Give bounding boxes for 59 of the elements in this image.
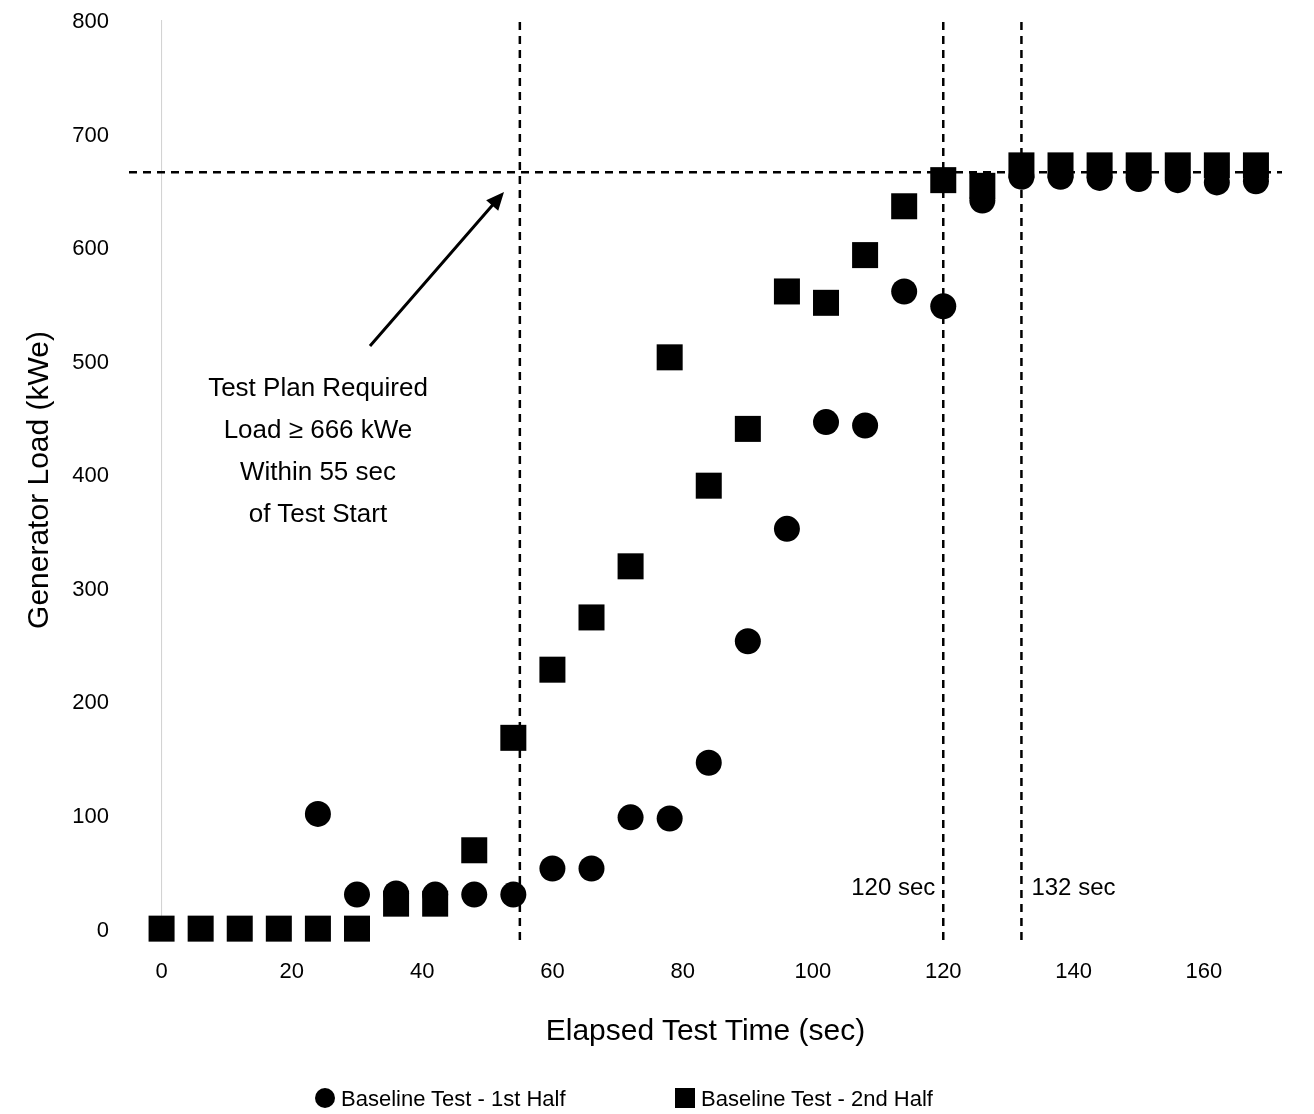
point (461, 881, 488, 908)
point (617, 804, 644, 831)
x-tick-label: 20 (279, 958, 305, 983)
y-tick-label: 400 (72, 462, 109, 488)
point (656, 805, 683, 832)
point (148, 915, 175, 942)
point (500, 881, 527, 908)
point (813, 409, 840, 436)
x-tick-label: 80 (670, 958, 695, 983)
y-tick-label: 100 (72, 803, 109, 829)
x-tick-label: 60 (540, 958, 565, 983)
point (539, 855, 566, 882)
x-tick-label: 140 (1055, 958, 1092, 983)
y-tick-label: 300 (72, 575, 109, 601)
point (304, 800, 331, 827)
ref-line-label: 132 sec (1031, 872, 1116, 900)
point (539, 656, 566, 683)
legend-label: Baseline Test - 1st Half (341, 1086, 567, 1111)
y-axis-title: Generator Load (kWe) (21, 331, 54, 629)
point (656, 344, 683, 371)
point (852, 242, 879, 269)
point (695, 749, 722, 776)
y-tick-label: 700 (72, 121, 109, 147)
point (852, 412, 879, 439)
point (773, 278, 800, 305)
x-tick-label: 160 (1185, 958, 1223, 983)
point (773, 515, 800, 542)
point (304, 915, 331, 942)
point (461, 837, 488, 864)
point (343, 881, 370, 908)
point (343, 915, 370, 942)
y-tick-label: 200 (72, 689, 109, 715)
point (617, 553, 644, 580)
y-tick-label: 500 (72, 348, 109, 374)
point (891, 193, 918, 220)
y-tick-label: 0 (96, 916, 109, 942)
y-tick-label: 800 (72, 8, 109, 33)
point (500, 724, 527, 751)
point (734, 628, 761, 655)
point (930, 293, 957, 320)
point (930, 167, 957, 194)
point (578, 604, 605, 631)
point (578, 855, 605, 882)
point (187, 915, 214, 942)
point (891, 278, 918, 305)
ref-line-label: 120 sec (851, 872, 936, 900)
x-axis-title: Elapsed Test Time (sec) (545, 1013, 866, 1046)
point (813, 289, 840, 316)
x-tick-label: 0 (155, 958, 168, 983)
point (226, 915, 253, 942)
point (265, 915, 292, 942)
annotation: Test Plan Required Load ≥ 666 kWe Within 55 sec of Test Start (208, 372, 428, 528)
x-tick-label: 120 (924, 958, 962, 983)
x-tick-label: 100 (794, 958, 832, 983)
legend-label: Baseline Test - 2nd Half (701, 1086, 934, 1111)
point (734, 415, 761, 442)
x-tick-label: 40 (409, 958, 435, 983)
point (695, 472, 722, 499)
y-tick-label: 600 (72, 235, 109, 261)
